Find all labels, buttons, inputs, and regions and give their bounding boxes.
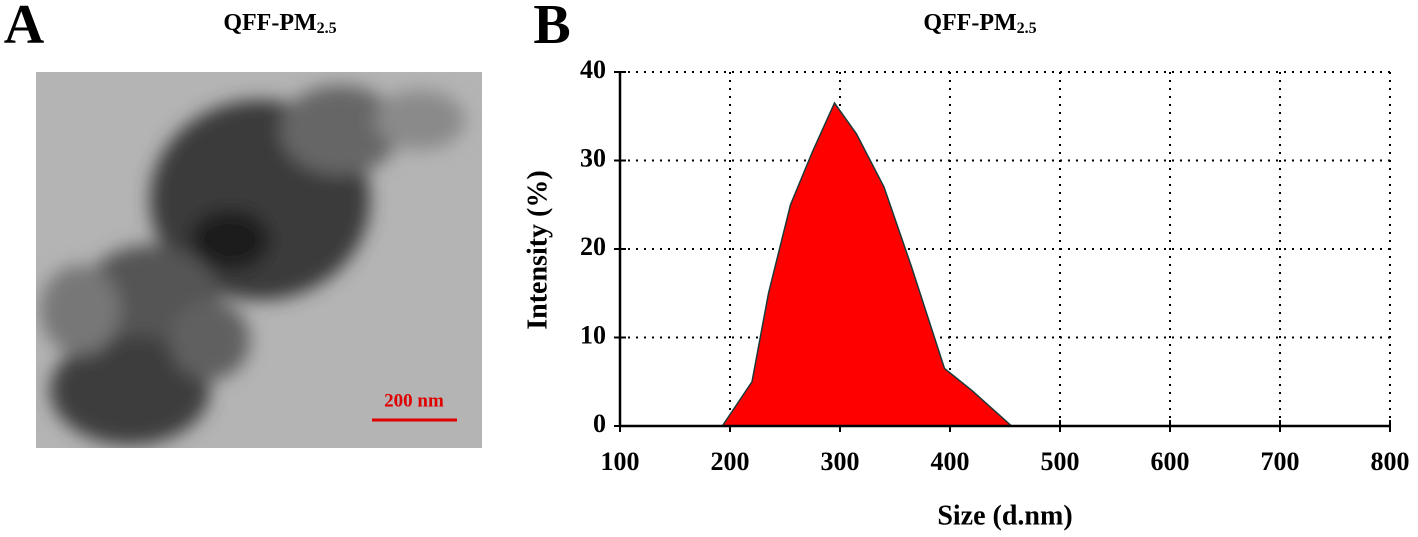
chart-title: QFF-PM2.5	[923, 10, 1036, 37]
title-subscript: 2.5	[1017, 20, 1037, 37]
y-tick-label: 10	[580, 320, 606, 349]
x-tick-label: 100	[601, 447, 640, 476]
area	[720, 101, 1390, 427]
x-tick-label: 700	[1261, 447, 1300, 476]
x-tick-label: 800	[1371, 447, 1410, 476]
y-tick-label: 0	[593, 409, 606, 438]
panel-label: A	[4, 0, 45, 56]
x-tick-label: 600	[1151, 447, 1190, 476]
x-tick-label: 500	[1041, 447, 1080, 476]
title-text: QFF-PM	[923, 10, 1016, 36]
x-axis-title: Size (d.nm)	[937, 500, 1072, 531]
x-tick-label: 200	[711, 447, 750, 476]
tem-image	[36, 72, 482, 448]
panel-title: QFF-PM2.5	[223, 10, 336, 37]
y-tick-label: 40	[580, 55, 606, 84]
title-text: QFF-PM	[223, 10, 316, 36]
scale-bar-label: 200 nm	[384, 390, 444, 411]
x-tick-label: 400	[931, 447, 970, 476]
title-subscript: 2.5	[317, 20, 337, 37]
panel-label: B	[533, 0, 570, 56]
y-tick-label: 30	[580, 143, 606, 172]
y-axis-title: Intensity (%)	[522, 170, 553, 329]
y-tick-label: 20	[580, 232, 606, 261]
x-tick-label: 300	[821, 447, 860, 476]
